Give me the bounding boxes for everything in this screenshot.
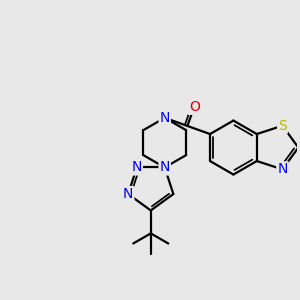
Text: N: N	[123, 187, 134, 201]
Text: N: N	[132, 160, 142, 175]
Text: N: N	[277, 162, 288, 176]
Text: N: N	[160, 111, 170, 125]
Text: O: O	[189, 100, 200, 114]
Text: S: S	[278, 119, 287, 133]
Text: N: N	[160, 160, 170, 175]
